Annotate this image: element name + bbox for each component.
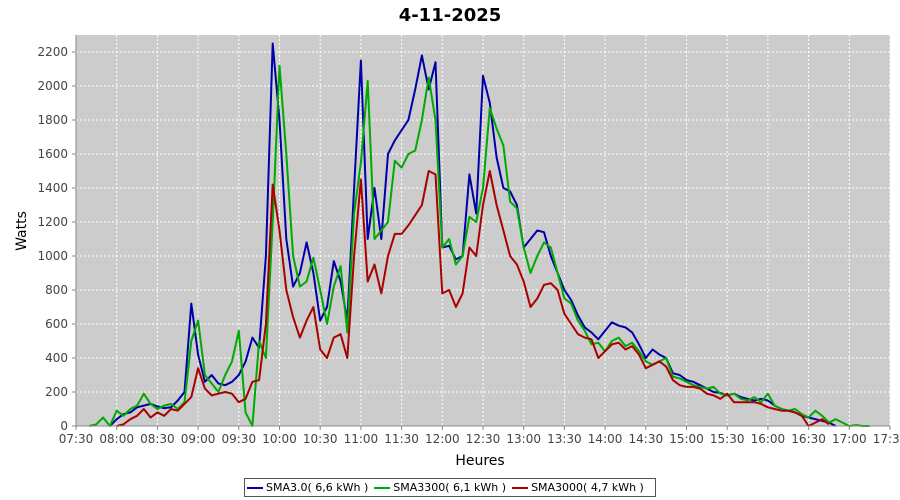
x-tick-label: 12:00 bbox=[425, 432, 460, 446]
x-tick-label: 08:30 bbox=[140, 432, 175, 446]
x-tick-label: 08:00 bbox=[99, 432, 134, 446]
y-tick-labels: 0 200 400 600 800 1000 1200 1400 1600 1800 2000 220… bbox=[37, 45, 76, 433]
y-tick-label: 2200 bbox=[37, 45, 68, 59]
x-tick-label: 14:00 bbox=[588, 432, 623, 446]
y-axis-label: Watts bbox=[14, 211, 30, 251]
y-tick-label: 800 bbox=[45, 283, 68, 297]
y-tick-label: 1400 bbox=[37, 181, 68, 195]
chart-legend: SMA3.0( 6,6 kWh ) SMA3300( 6,1 kWh ) SMA30… bbox=[244, 478, 656, 497]
series-line-1 bbox=[109, 42, 837, 427]
y-tick-label: 0 bbox=[60, 419, 68, 433]
x-tick-label: 17:30 bbox=[873, 432, 900, 446]
y-tick-label: 400 bbox=[45, 351, 68, 365]
legend-label: SMA3300( 6,1 kWh ) bbox=[393, 481, 507, 494]
y-tick-label: 2000 bbox=[37, 79, 68, 93]
x-tick-label: 11:00 bbox=[344, 432, 379, 446]
x-tick-label: 15:00 bbox=[669, 432, 704, 446]
chart-title: 4-11-2025 bbox=[399, 5, 502, 26]
x-axis-label: Heures bbox=[455, 453, 504, 469]
legend-item-3: SMA3000( 4,7 kWh ) bbox=[512, 481, 644, 494]
series-layer bbox=[89, 42, 870, 427]
y-tick-label: 1800 bbox=[37, 113, 68, 127]
series-line-2 bbox=[89, 64, 870, 427]
x-tick-label: 10:30 bbox=[303, 432, 338, 446]
y-tick-label: 1200 bbox=[37, 215, 68, 229]
x-tick-label: 09:00 bbox=[181, 432, 216, 446]
y-tick-label: 1600 bbox=[37, 147, 68, 161]
x-tick-labels: 07:30 08:00 08:30 09:00 09:30 10:00 10:30 11:00… bbox=[59, 426, 900, 446]
legend-item-2: SMA3300( 6,1 kWh ) bbox=[374, 481, 506, 494]
legend-label: SMA3.0( 6,6 kWh ) bbox=[266, 481, 369, 494]
y-tick-label: 1000 bbox=[37, 249, 68, 263]
series-line-3 bbox=[116, 170, 830, 427]
legend-swatch bbox=[512, 486, 529, 489]
x-tick-label: 15:30 bbox=[710, 432, 745, 446]
legend-item-1: SMA3.0( 6,6 kWh ) bbox=[247, 481, 368, 494]
legend-swatch bbox=[374, 486, 391, 489]
x-tick-label: 10:00 bbox=[262, 432, 297, 446]
x-tick-label: 16:00 bbox=[751, 432, 786, 446]
x-tick-label: 09:30 bbox=[222, 432, 257, 446]
x-tick-label: 16:30 bbox=[791, 432, 826, 446]
y-tick-label: 600 bbox=[45, 317, 68, 331]
x-tick-label: 14:30 bbox=[629, 432, 664, 446]
x-tick-label: 12:30 bbox=[466, 432, 501, 446]
x-tick-label: 13:30 bbox=[547, 432, 582, 446]
x-tick-label: 11:30 bbox=[384, 432, 419, 446]
x-tick-label: 17:00 bbox=[832, 432, 867, 446]
x-tick-label: 07:30 bbox=[59, 432, 94, 446]
x-tick-label: 13:00 bbox=[506, 432, 541, 446]
legend-swatch bbox=[247, 486, 263, 489]
y-tick-label: 200 bbox=[45, 385, 68, 399]
legend-label: SMA3000( 4,7 kWh ) bbox=[531, 481, 644, 494]
